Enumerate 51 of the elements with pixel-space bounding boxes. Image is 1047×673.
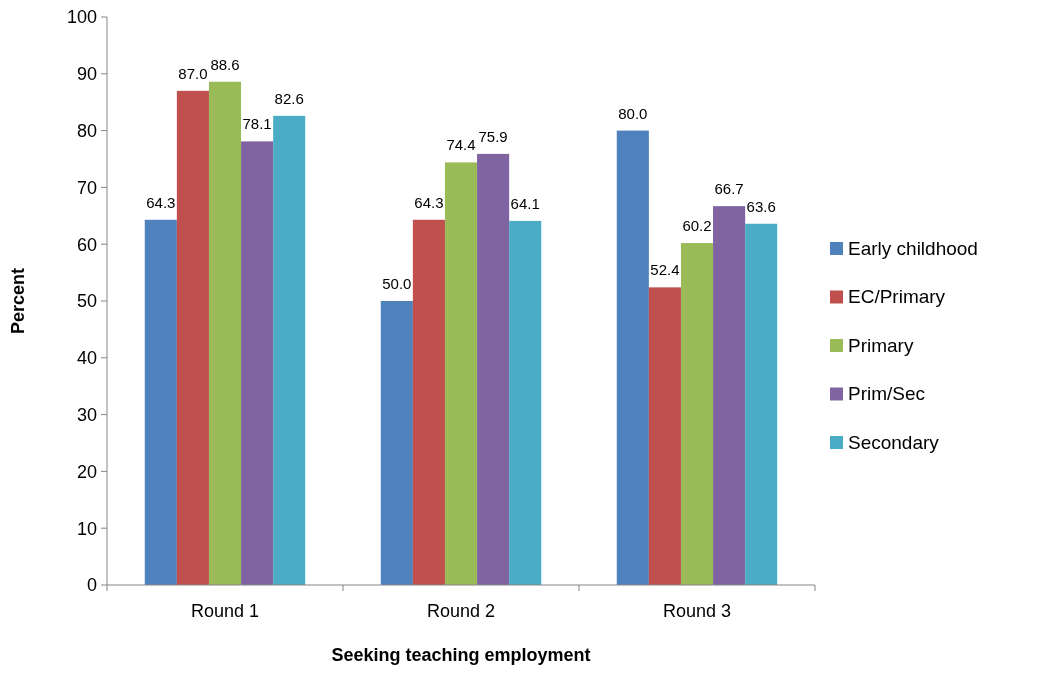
y-tick-label: 90: [76, 64, 97, 85]
y-tick-label: 10: [76, 518, 97, 539]
legend-label: Early childhood: [848, 237, 978, 259]
data-label: 60.2: [682, 217, 712, 235]
bar: [380, 301, 413, 585]
bar: [477, 153, 510, 585]
data-label: 64.3: [146, 193, 176, 211]
data-label: 88.6: [210, 55, 240, 73]
x-tick-label: Round 3: [662, 601, 732, 621]
bar: [509, 220, 542, 585]
bar: [176, 90, 209, 585]
data-label: 78.1: [242, 115, 272, 133]
y-tick-label: 70: [76, 177, 97, 198]
data-label: 63.6: [746, 197, 776, 215]
data-label: 75.9: [478, 127, 508, 145]
y-tick-label: 80: [76, 120, 97, 141]
y-tick-label: 100: [66, 7, 97, 28]
data-label: 64.1: [510, 194, 540, 212]
x-tick-label: Round 2: [426, 601, 496, 621]
legend-label: Prim/Sec: [848, 383, 926, 405]
y-tick-label: 60: [76, 234, 97, 255]
data-label: 50.0: [382, 275, 412, 292]
bar: [648, 287, 681, 585]
bar: [208, 81, 242, 585]
legend-label: EC/Primary: [848, 286, 946, 308]
legend-label: Primary: [848, 334, 914, 356]
data-label: 80.0: [618, 104, 648, 122]
x-tick-label: Round 1: [190, 601, 260, 621]
y-tick-label: 30: [76, 404, 97, 425]
bar: [412, 219, 445, 585]
y-axis-title: Percent: [8, 267, 28, 335]
bar: [444, 162, 478, 585]
y-tick-label: 0: [86, 575, 97, 596]
data-label: 66.7: [714, 180, 744, 198]
bar: [273, 115, 306, 585]
data-label: 87.0: [178, 64, 208, 82]
bar: [680, 243, 714, 585]
bar: [144, 219, 177, 585]
legend-label: Secondary: [848, 431, 940, 453]
bar: [616, 130, 649, 585]
bar: [713, 206, 746, 585]
bar: [745, 223, 778, 585]
y-tick-label: 40: [76, 348, 97, 369]
data-label: 82.6: [274, 89, 304, 107]
data-label: 74.4: [446, 136, 476, 154]
data-label: 64.3: [414, 193, 444, 211]
data-label: 52.4: [650, 261, 680, 279]
y-tick-label: 20: [76, 461, 97, 482]
x-axis-title: Seeking teaching employment: [331, 645, 591, 665]
bar: [241, 141, 274, 585]
y-tick-label: 50: [76, 291, 97, 312]
